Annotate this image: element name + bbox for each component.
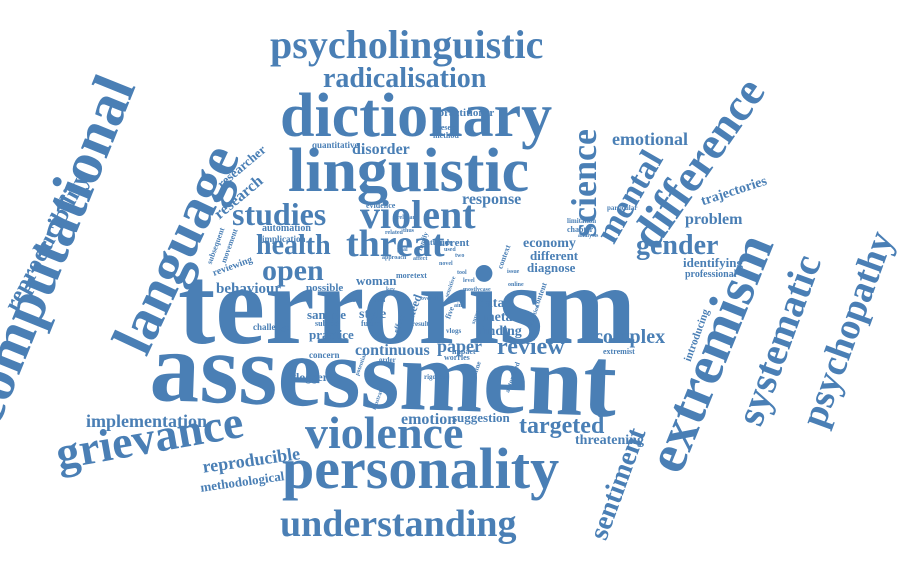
word-goal: goal xyxy=(397,247,408,253)
word-practice: practice xyxy=(309,327,354,342)
word-linguistic: linguistic xyxy=(288,137,530,205)
word-open: open xyxy=(262,254,324,287)
word-finding: finding xyxy=(479,324,522,339)
word-concern: concern xyxy=(309,350,340,360)
word-level: level xyxy=(463,278,475,284)
word-style: style xyxy=(359,307,387,322)
word-current: current xyxy=(434,237,470,249)
word-radicalisation: radicalisation xyxy=(323,63,487,94)
word-chapter: chapter xyxy=(567,225,594,234)
word-approach: approach xyxy=(382,255,407,261)
word-vloggers: vloggers xyxy=(290,370,333,384)
word-issue: issue xyxy=(507,269,520,275)
word-different: different xyxy=(530,248,579,263)
word-affect: affect xyxy=(413,256,428,262)
word-more: more xyxy=(396,271,414,280)
word-personality: personality xyxy=(282,436,560,501)
word-thus: thus xyxy=(403,228,415,234)
word-related: related xyxy=(385,230,403,236)
word-quantitative: quantitative xyxy=(312,140,359,150)
word-future: future xyxy=(361,319,383,328)
word-extremist: extremist xyxy=(603,347,635,356)
word-diagnose: diagnose xyxy=(527,260,576,275)
word-worries: worries xyxy=(444,353,470,362)
word-evidence: evidence xyxy=(366,201,396,210)
word-order: order xyxy=(379,356,396,364)
word-rigorous: rigorous xyxy=(424,373,450,381)
word-limitation: limitation xyxy=(567,217,597,225)
word-professional: professional xyxy=(685,269,737,280)
word-tool: tool xyxy=(457,270,467,276)
word-novel: novel xyxy=(439,261,453,267)
word-continuous: continuous xyxy=(355,342,430,359)
word-emotional: emotional xyxy=(612,129,688,149)
word-meta: meta xyxy=(483,310,513,325)
word-subject: subject xyxy=(315,319,340,328)
word-review: review xyxy=(497,334,565,360)
word-challenge: challenge xyxy=(253,322,289,332)
word-health: health xyxy=(256,230,331,261)
word-suggestion: suggestion xyxy=(452,410,510,425)
word-particular: particular xyxy=(607,204,638,212)
word-aim: aim xyxy=(454,303,464,309)
word-emotion: emotion xyxy=(401,411,457,428)
word-paper: paper xyxy=(437,336,482,356)
word-attitude: attitude xyxy=(426,238,453,247)
word-method: method xyxy=(433,131,459,140)
word-computational: computational xyxy=(0,66,148,434)
word-text: text xyxy=(414,271,427,280)
word-identifying: identifying xyxy=(683,255,743,270)
word-problem: problem xyxy=(685,211,743,228)
word-key: key xyxy=(386,287,395,293)
word-used: used xyxy=(444,247,456,253)
word-implication: implication xyxy=(262,234,306,244)
word-implementation: implementation xyxy=(86,411,207,431)
word-violence: violence xyxy=(305,407,464,458)
word-threatening: threatening xyxy=(575,433,644,448)
word-threat: threat xyxy=(346,223,445,265)
word-present: present xyxy=(433,123,459,132)
word-overall: overall xyxy=(421,296,439,302)
word-mostly: mostly xyxy=(463,287,480,293)
word-sample: sample xyxy=(307,307,346,322)
word-impact: impact xyxy=(452,347,476,356)
word-area: area xyxy=(374,298,386,304)
word-complex: complex xyxy=(594,326,666,348)
word-understanding: understanding xyxy=(280,503,517,545)
word-role: role xyxy=(350,298,360,304)
word-analysis: analysis xyxy=(578,233,599,239)
word-relevant: relevant xyxy=(397,215,418,221)
word-woman: woman xyxy=(356,273,397,288)
word-possible: possible xyxy=(306,282,344,294)
word-two: two xyxy=(455,253,465,259)
word-automation: automation xyxy=(262,223,311,234)
word-disorder: disorder xyxy=(352,141,410,158)
word-economy: economy xyxy=(523,236,576,251)
word-dictionary: dictionary xyxy=(280,82,553,150)
word-behaviour: behaviour xyxy=(216,281,282,297)
word-targeted: targeted xyxy=(519,413,605,439)
word-practitioner: practitioner xyxy=(438,107,495,119)
word-terrorism: terrorism xyxy=(178,244,637,368)
word-response: response xyxy=(462,191,522,208)
word-violent: violent xyxy=(360,192,476,237)
word-case: case xyxy=(480,287,491,293)
word-psycholinguistic: psycholinguistic xyxy=(270,22,544,67)
word-online: online xyxy=(508,282,524,288)
word-gender: gender xyxy=(636,230,719,261)
word-data: data xyxy=(478,296,505,311)
word-vlogs: vlogs xyxy=(446,327,462,335)
word-studies: studies xyxy=(232,196,327,232)
word-result: result xyxy=(412,320,429,328)
